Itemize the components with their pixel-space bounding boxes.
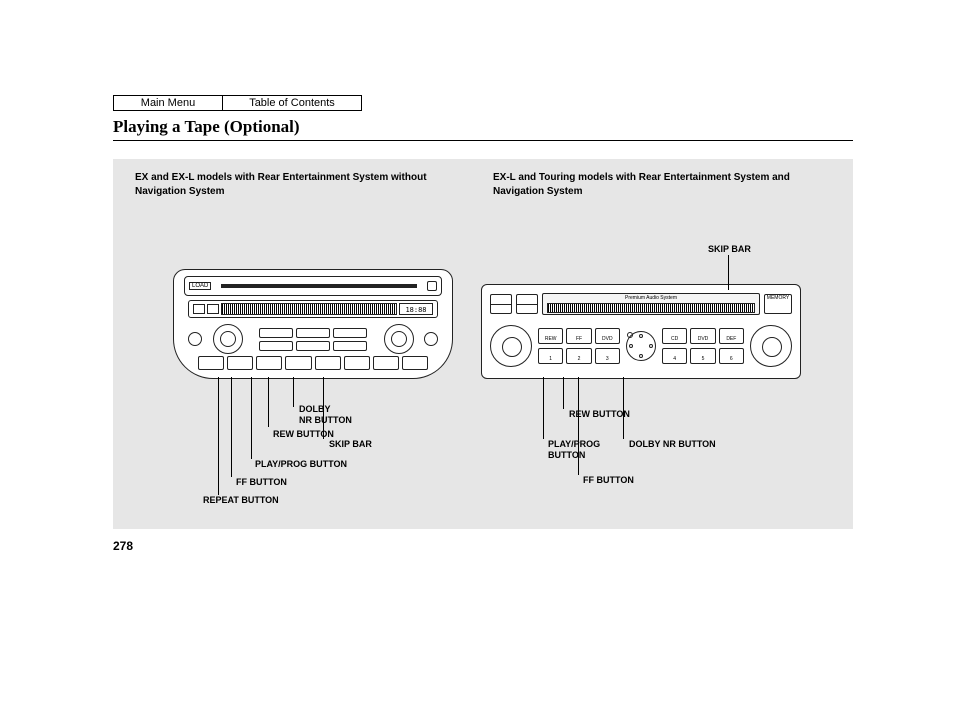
mode-btn — [259, 328, 293, 338]
ru-volume-knob — [490, 325, 532, 367]
leader-line — [728, 255, 729, 290]
leader-line — [231, 377, 232, 477]
ru-left-btns: REW FF DVD 1 2 3 — [538, 328, 620, 364]
preset-btn — [344, 356, 370, 370]
label-repeat: REPEAT BUTTON — [203, 495, 279, 506]
ru-btn: DVD — [690, 328, 715, 344]
ru-btn: CD — [662, 328, 687, 344]
ru-btn: 6 — [719, 348, 744, 364]
ru-display: Premium Audio System — [542, 293, 760, 315]
ru-right-btns: CD DVD DEF 4 5 6 — [662, 328, 744, 364]
manual-page: Main Menu Table of Contents Playing a Ta… — [113, 95, 853, 553]
preset-btn — [315, 356, 341, 370]
preset-row — [198, 356, 428, 370]
label-skip-bar: SKIP BAR — [329, 439, 372, 450]
memory-button: MEMORY — [764, 294, 792, 314]
ru-btn: 1 — [538, 348, 563, 364]
right-model-desc: EX-L and Touring models with Rear Entert… — [493, 171, 823, 198]
nav-row: Main Menu Table of Contents — [113, 95, 853, 111]
ru-display-title: Premium Audio System — [625, 295, 677, 301]
preset-btn — [373, 356, 399, 370]
leader-line — [543, 377, 544, 439]
left-btn-stack — [516, 294, 538, 314]
mode-btn — [333, 328, 367, 338]
diagram-panel: EX and EX-L models with Rear Entertainme… — [113, 159, 853, 529]
label-ff: FF BUTTON — [236, 477, 287, 488]
tune-knob — [384, 324, 414, 354]
ru-btn: 4 — [662, 348, 687, 364]
label-dolby-nr-r: DOLBY NR BUTTON — [629, 439, 716, 450]
eject-button — [427, 281, 437, 291]
toc-button[interactable]: Table of Contents — [222, 95, 362, 111]
ru-nav-dial — [626, 331, 656, 361]
leader-line — [218, 377, 219, 495]
preset-btn — [285, 356, 311, 370]
mode-btn — [296, 341, 330, 351]
label-dolby-nr: DOLBY NR BUTTON — [299, 404, 352, 426]
load-button: LOAD — [189, 282, 211, 290]
leader-line — [563, 377, 564, 409]
preset-btn — [198, 356, 224, 370]
mode-btn — [333, 341, 367, 351]
leader-line — [268, 377, 269, 427]
clock-lcd: 18:88 — [399, 303, 433, 315]
mode-btn — [296, 328, 330, 338]
ru-btn: 2 — [566, 348, 591, 364]
label-ff-r: FF BUTTON — [583, 475, 634, 486]
main-menu-button[interactable]: Main Menu — [113, 95, 223, 111]
leader-line — [251, 377, 252, 459]
volume-knob — [213, 324, 243, 354]
ru-top-row: Premium Audio System MEMORY — [490, 291, 792, 317]
center-buttons — [253, 328, 373, 351]
ru-btn: 3 — [595, 348, 620, 364]
small-round-btn — [424, 332, 438, 346]
label-rew: REW BUTTON — [273, 429, 334, 440]
small-round-btn — [188, 332, 202, 346]
ru-btn: REW — [538, 328, 563, 344]
left-audio-unit: LOAD 18:88 — [173, 269, 453, 379]
tiny-btn — [193, 304, 205, 314]
knob-row — [188, 322, 438, 356]
ru-btn: 5 — [690, 348, 715, 364]
page-number: 278 — [113, 539, 853, 553]
left-model-desc: EX and EX-L models with Rear Entertainme… — [135, 171, 465, 198]
left-btn-stack — [490, 294, 512, 314]
label-play-prog-r: PLAY/PROG BUTTON — [548, 439, 600, 461]
tiny-btn — [207, 304, 219, 314]
preset-btn — [256, 356, 282, 370]
mode-btn — [259, 341, 293, 351]
display-row: 18:88 — [188, 300, 438, 318]
ru-btn: FF — [566, 328, 591, 344]
ru-btn: DVD — [595, 328, 620, 344]
segment-display — [221, 303, 397, 315]
label-rew-r: REW BUTTON — [569, 409, 630, 420]
leader-line — [293, 377, 294, 407]
leader-line — [623, 377, 624, 439]
cd-slot — [221, 284, 417, 288]
preset-btn — [227, 356, 253, 370]
ru-tune-knob — [750, 325, 792, 367]
ru-btn: DEF — [719, 328, 744, 344]
right-audio-unit: Premium Audio System MEMORY REW FF DVD 1… — [481, 284, 801, 379]
cd-slot-row: LOAD — [184, 276, 442, 296]
ru-display-segments — [547, 303, 755, 313]
preset-btn — [402, 356, 428, 370]
label-skip-bar-r: SKIP BAR — [708, 244, 751, 255]
ru-bottom-row: REW FF DVD 1 2 3 CD DVD — [490, 321, 792, 370]
page-title: Playing a Tape (Optional) — [113, 117, 853, 141]
label-play-prog: PLAY/PROG BUTTON — [255, 459, 347, 470]
